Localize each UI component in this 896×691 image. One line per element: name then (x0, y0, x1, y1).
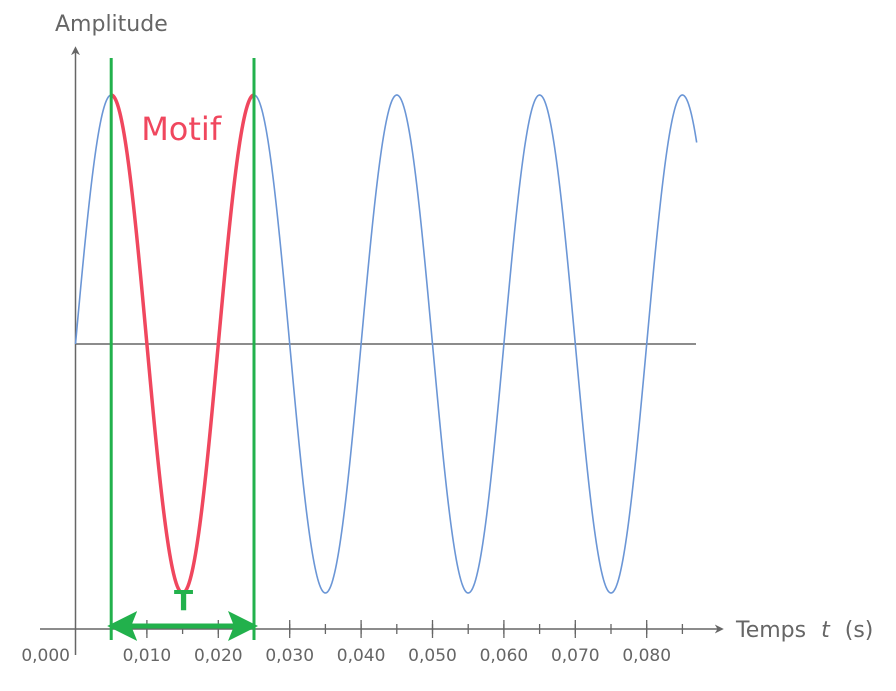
x-axis-title: Temps t (s) (735, 618, 873, 643)
x-axis-title-unit: (s) (845, 618, 874, 643)
x-tick-label: 0,050 (408, 646, 457, 666)
x-tick-label: 0,060 (480, 646, 529, 666)
y-axis-title: Amplitude (55, 12, 168, 37)
x-tick-label: 0,040 (337, 646, 386, 666)
x-tick-label: 0,080 (622, 646, 671, 666)
x-axis-title-variable: t (821, 618, 831, 643)
motif-label: Motif (141, 110, 222, 148)
x-tick-label: 0,070 (551, 646, 600, 666)
x-axis-title-prefix: Temps (735, 618, 806, 643)
x-tick-label: 0,030 (265, 646, 314, 666)
period-label: T (174, 584, 193, 617)
motif-highlight-line (109, 93, 256, 595)
tick-labels: 0,010 0,020 0,030 0,040 0,050 0,060 0,070 0,080 (123, 646, 671, 666)
x-tick-label: 0,010 (123, 646, 172, 666)
origin-label: 0,000 (21, 646, 70, 666)
x-tick-label: 0,020 (194, 646, 243, 666)
